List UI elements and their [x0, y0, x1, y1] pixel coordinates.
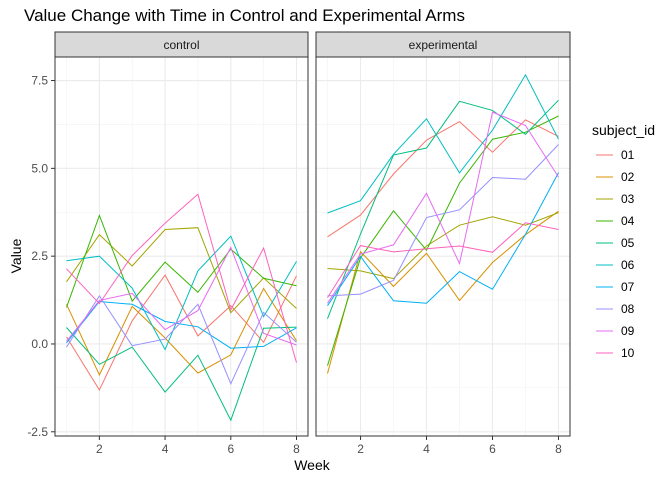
x-axis-title: Week — [294, 457, 331, 473]
y-tick-label: 0.0 — [31, 337, 48, 351]
legend-item-04: 04 — [596, 214, 635, 228]
y-tick-label: 2.5 — [31, 249, 48, 263]
series-line-experimental-02 — [327, 210, 559, 374]
facet-strip-label: control — [163, 38, 199, 52]
y-tick-label: 7.5 — [31, 74, 48, 88]
legend-label: 03 — [621, 192, 635, 206]
y-axis-ticks: -2.5 0.0 2.5 5.0 7.5 — [27, 74, 55, 439]
legend: subject_id 01 02 03 04 05 06 07 08 09 10 — [592, 122, 655, 360]
series-line-experimental-05 — [327, 99, 559, 319]
legend-label: 10 — [621, 346, 635, 360]
legend-label: 01 — [621, 148, 635, 162]
series-line-experimental-03 — [327, 212, 559, 280]
x-tick-label: 2 — [96, 442, 103, 456]
series-line-experimental-07 — [327, 172, 559, 306]
legend-label: 05 — [621, 236, 635, 250]
legend-label: 04 — [621, 214, 635, 228]
legend-item-07: 07 — [596, 280, 635, 294]
series-line-control-02 — [66, 287, 297, 377]
x-tick-label: 6 — [227, 442, 234, 456]
chart-title: Value Change with Time in Control and Ex… — [24, 6, 465, 25]
series-line-control-01 — [66, 274, 297, 392]
series-line-experimental-10 — [327, 222, 559, 298]
series-line-control-07 — [66, 300, 297, 349]
facet-strip-label: experimental — [409, 38, 478, 52]
x-tick-label: 8 — [555, 442, 562, 456]
series-line-control-03 — [66, 227, 297, 314]
y-tick-label: 5.0 — [31, 161, 48, 175]
facet-panel-experimental: experimental 2 4 6 8 — [315, 31, 571, 456]
y-axis-title: Value — [8, 238, 24, 273]
series-line-control-10 — [66, 193, 297, 363]
legend-title: subject_id — [592, 122, 655, 138]
x-tick-label: 6 — [489, 442, 496, 456]
panel-border — [54, 56, 309, 437]
series-line-control-09 — [66, 246, 297, 346]
series-line-experimental-09 — [327, 111, 559, 304]
legend-item-09: 09 — [596, 324, 635, 338]
legend-label: 02 — [621, 170, 635, 184]
facet-strip — [54, 31, 309, 58]
legend-label: 08 — [621, 302, 635, 316]
legend-item-03: 03 — [596, 192, 635, 206]
series-line-control-06 — [66, 235, 297, 351]
x-tick-label: 8 — [293, 442, 300, 456]
series-line-control-04 — [66, 213, 297, 308]
legend-item-05: 05 — [596, 236, 635, 250]
legend-label: 07 — [621, 280, 635, 294]
legend-item-02: 02 — [596, 170, 635, 184]
series-line-experimental-06 — [327, 73, 559, 214]
series-line-experimental-08 — [327, 144, 559, 297]
panel-background — [316, 57, 570, 436]
x-tick-label: 2 — [357, 442, 364, 456]
y-tick-label: -2.5 — [27, 425, 48, 439]
legend-item-10: 10 — [596, 346, 635, 360]
panel-border — [315, 56, 571, 437]
legend-item-01: 01 — [596, 148, 635, 162]
panel-background — [55, 57, 308, 436]
legend-label: 06 — [621, 258, 635, 272]
series-line-control-08 — [66, 294, 297, 385]
legend-label: 09 — [621, 324, 635, 338]
x-tick-label: 4 — [162, 442, 169, 456]
x-tick-label: 4 — [423, 442, 430, 456]
series-line-control-05 — [66, 326, 297, 422]
series-line-experimental-01 — [327, 119, 559, 238]
series-line-experimental-04 — [327, 115, 559, 366]
legend-item-08: 08 — [596, 302, 635, 316]
legend-item-06: 06 — [596, 258, 635, 272]
facet-panel-control: control 2 4 6 8 — [54, 31, 309, 456]
